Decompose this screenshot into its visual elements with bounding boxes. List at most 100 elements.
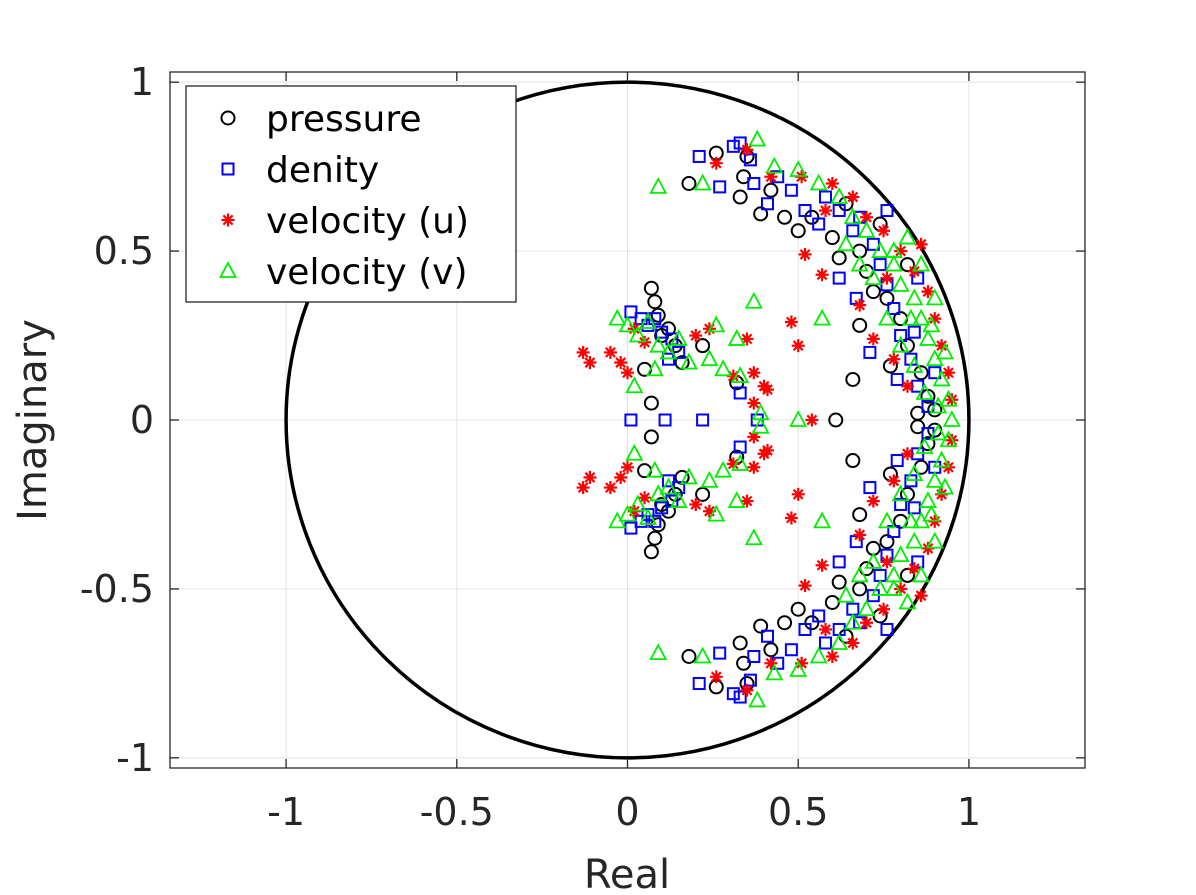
point-s3-94 [884, 241, 903, 258]
point-s3-13 [659, 477, 678, 495]
series-2 [576, 143, 959, 697]
point-s3-71 [939, 389, 958, 407]
point-s0-67 [681, 175, 697, 191]
point-s1-0 [624, 305, 638, 319]
point-s3-101 [936, 477, 955, 495]
point-s2-21 [760, 383, 774, 397]
point-s2-24 [747, 460, 761, 474]
point-s0-20 [695, 338, 711, 354]
legend-label-3: velocity (v) [266, 252, 468, 293]
legend-marker-1 [221, 162, 235, 176]
point-s0-77 [899, 257, 915, 273]
point-s2-3 [614, 356, 628, 370]
point-s3-55 [871, 241, 890, 258]
point-s2-1 [583, 356, 597, 370]
point-s0-56 [879, 534, 895, 550]
point-s1-72 [849, 291, 863, 305]
point-s3-51 [843, 207, 862, 225]
point-s1-52 [798, 622, 812, 636]
x-tick-label-2: 0 [615, 790, 639, 834]
y-tick-label-1: -0.5 [80, 567, 154, 611]
point-s2-56 [877, 602, 891, 616]
point-s3-1 [618, 315, 637, 333]
y-tick-label-2: 0 [130, 398, 154, 442]
point-s3-29 [744, 528, 763, 546]
point-s3-24 [700, 470, 719, 488]
point-s2-34 [798, 247, 812, 261]
point-s0-26 [753, 206, 769, 222]
point-s0-63 [845, 371, 861, 387]
point-s2-5 [576, 481, 590, 495]
x-tick-label-4: 1 [957, 790, 981, 834]
point-s2-16 [689, 497, 703, 511]
point-s2-81 [914, 237, 928, 251]
point-s1-16 [655, 501, 669, 515]
point-s1-70 [890, 372, 904, 386]
point-s3-85 [898, 592, 917, 610]
point-s2-79 [880, 271, 894, 285]
point-s2-49 [825, 176, 839, 190]
point-s3-3 [638, 312, 657, 329]
point-s0-65 [852, 317, 868, 333]
point-s2-0 [576, 345, 590, 359]
point-s0-8 [643, 395, 659, 411]
point-s0-78 [899, 567, 915, 583]
point-s3-65 [918, 329, 937, 346]
point-s2-61 [921, 285, 935, 299]
x-axis-label: Real [584, 852, 670, 895]
point-s3-22 [727, 329, 746, 346]
point-s3-63 [912, 308, 931, 326]
point-s3-102 [929, 396, 948, 414]
point-s2-50 [825, 650, 839, 664]
point-s1-40 [887, 302, 901, 316]
point-s1-35 [846, 224, 860, 238]
point-s3-9 [618, 504, 637, 522]
point-s2-8 [614, 470, 628, 484]
point-s3-97 [901, 511, 920, 529]
point-s3-41 [813, 308, 832, 326]
legend-marker-3 [218, 261, 238, 278]
point-s0-66 [852, 507, 868, 523]
point-s2-9 [621, 460, 634, 474]
point-s1-62 [894, 497, 908, 511]
point-s1-81 [880, 622, 894, 636]
point-s1-73 [849, 535, 863, 549]
point-s0-35 [865, 284, 881, 300]
point-s0-72 [910, 419, 926, 435]
point-s3-60 [891, 545, 910, 563]
point-s3-79 [891, 484, 910, 502]
point-s1-1 [634, 312, 648, 326]
legend-label-0: pressure [266, 99, 422, 140]
point-s1-66 [692, 149, 706, 163]
point-s2-82 [914, 589, 928, 603]
point-s2-75 [900, 379, 914, 393]
point-s3-20 [700, 349, 719, 367]
point-s1-46 [733, 690, 747, 704]
point-s1-33 [819, 190, 833, 204]
point-s1-28 [760, 197, 774, 211]
point-s0-23 [732, 189, 748, 205]
point-s3-49 [830, 187, 849, 204]
point-s2-44 [740, 683, 754, 697]
point-s2-28 [740, 332, 754, 346]
point-s2-72 [866, 494, 880, 508]
point-s1-80 [880, 204, 894, 218]
point-s3-0 [608, 308, 627, 326]
point-s0-68 [681, 649, 697, 665]
point-s1-83 [911, 555, 925, 569]
point-s3-100 [936, 342, 955, 360]
point-s1-15 [648, 514, 662, 528]
point-s1-23 [713, 646, 727, 660]
point-s3-42 [813, 511, 832, 529]
point-s3-33 [751, 416, 770, 434]
point-s2-6 [583, 470, 597, 484]
point-s2-78 [853, 528, 867, 542]
point-s0-49 [790, 601, 806, 617]
point-s3-37 [693, 646, 712, 664]
point-s2-22 [747, 396, 761, 410]
point-s3-90 [850, 254, 869, 272]
y-axis-label: Imaginary [10, 319, 56, 521]
x-tick-label-3: 0.5 [768, 790, 828, 834]
point-s3-99 [922, 504, 941, 522]
